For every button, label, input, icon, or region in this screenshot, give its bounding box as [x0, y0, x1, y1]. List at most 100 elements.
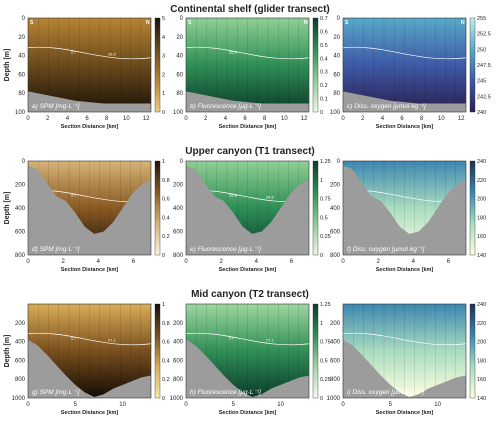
colorbar-tick-label: 240 — [477, 159, 486, 165]
x-tick-label: 2 — [204, 116, 208, 122]
y-tick-label: 80 — [176, 91, 183, 97]
panel-label: h) Fluorescence [µg·L⁻¹] — [190, 389, 261, 396]
contour-label: 27 — [71, 193, 76, 198]
colorbar-tick-label: 0.25 — [320, 377, 331, 383]
corner-label-north: N — [146, 20, 150, 26]
corner-label-south: S — [30, 20, 34, 26]
y-tick-label: 0 — [180, 159, 184, 165]
colorbar — [312, 303, 319, 399]
y-tick-label: 40 — [333, 54, 340, 60]
plot-frame — [27, 17, 152, 113]
colorbar-tick-label: 3 — [162, 54, 165, 60]
row-title-upper-canyon: Upper canyon (T1 transect) — [185, 146, 314, 157]
colorbar-tick-label: 0 — [162, 253, 165, 259]
panel-label: f) Diss. oxygen [µmol·kg⁻¹] — [347, 246, 424, 253]
y-tick-label: 400 — [330, 340, 341, 346]
colorbar-tick-label: 140 — [477, 396, 486, 402]
colorbar-tick-label: 4 — [162, 35, 165, 41]
colorbar-tick-label: 220 — [477, 321, 486, 327]
colorbar-tick-label: 160 — [477, 234, 486, 240]
y-tick-label: 800 — [173, 253, 184, 259]
y-tick-label: 100 — [173, 110, 184, 116]
density-contour — [342, 46, 467, 60]
y-tick-label: 1000 — [12, 396, 26, 402]
y-tick-label: 20 — [176, 35, 183, 41]
bathymetry — [343, 339, 466, 398]
x-tick-label: 6 — [290, 259, 294, 265]
colorbar-tick-label: 0.25 — [320, 234, 331, 240]
y-axis-label: Depth [m] — [4, 49, 11, 82]
colorbar-tick-label: 140 — [477, 253, 486, 259]
density-contour — [342, 332, 467, 346]
x-tick-label: 0 — [341, 402, 345, 408]
colorbar-tick-label: 180 — [477, 215, 486, 221]
y-tick-label: 600 — [15, 230, 26, 236]
y-tick-label: 200 — [173, 183, 184, 189]
x-tick-label: 0 — [184, 402, 188, 408]
y-tick-label: 100 — [15, 110, 26, 116]
colorbar-tick-label: 245 — [477, 79, 486, 85]
colorbar-tick-label: 0.5 — [320, 43, 328, 49]
x-tick-label: 2 — [219, 259, 223, 265]
x-tick-label: 12 — [458, 116, 465, 122]
x-tick-label: 6 — [447, 259, 451, 265]
panel-label: b) Fluorescence [µg·L⁻¹] — [190, 103, 261, 110]
y-tick-label: 20 — [18, 35, 25, 41]
colorbar-tick-label: 0.5 — [320, 358, 328, 364]
row-title-continental-shelf: Continental shelf (glider transect) — [170, 4, 329, 15]
y-tick-label: 400 — [15, 340, 26, 346]
colorbar-tick-label: 0.7 — [320, 16, 328, 22]
colorbar-tick-label: 1.25 — [320, 159, 331, 165]
y-tick-label: 800 — [330, 253, 341, 259]
colorbar-tick-label: 247.5 — [477, 63, 491, 69]
colorbar — [154, 160, 161, 256]
density-contour — [27, 46, 152, 60]
contour-label: 26.8 — [108, 52, 117, 57]
x-tick-label: 6 — [85, 116, 89, 122]
y-tick-label: 40 — [176, 54, 183, 60]
y-tick-label: 0 — [180, 16, 184, 22]
x-tick-label: 4 — [224, 116, 228, 122]
x-tick-label: 4 — [381, 116, 385, 122]
colorbar-tick-label: 1.25 — [320, 302, 331, 308]
bathymetry — [186, 339, 309, 398]
panel-4: 27 0 2 4 6 0 200 400 600 800 Section Distance [km]… — [4, 159, 170, 273]
panel-9: 0 5 10 200 400 600 800 1000 Section Distance [km… — [327, 302, 487, 416]
row-title-mid-canyon: Mid canyon (T2 transect) — [191, 289, 309, 300]
x-tick-label: 12 — [143, 116, 150, 122]
y-tick-label: 600 — [330, 230, 341, 236]
x-tick-label: 10 — [119, 402, 126, 408]
y-tick-label: 600 — [15, 358, 26, 364]
plot-frame — [185, 17, 310, 113]
plot-frame — [185, 160, 310, 256]
x-tick-label: 10 — [434, 402, 441, 408]
colorbar-tick-label: 0.75 — [320, 197, 331, 203]
y-tick-label: 1000 — [170, 396, 184, 402]
x-tick-label: 10 — [123, 116, 130, 122]
panel-2: 26.8 0 2 4 6 8 10 12 0 20 40 60 80 100 Section Distanc… — [173, 16, 328, 130]
colorbar-tick-label: 1 — [320, 178, 323, 184]
x-tick-label: 0 — [26, 402, 30, 408]
colorbar — [154, 17, 161, 113]
x-tick-label: 2 — [376, 259, 380, 265]
x-axis-label: Section Distance [km] — [376, 267, 434, 273]
y-tick-label: 200 — [330, 321, 341, 327]
colorbar-tick-label: 5 — [162, 16, 165, 22]
x-tick-label: 8 — [420, 116, 424, 122]
y-tick-label: 0 — [337, 16, 341, 22]
colorbar-tick-label: 0.8 — [162, 321, 170, 327]
colorbar-tick-label: 0.4 — [162, 215, 170, 221]
contour-label: 27.1 — [266, 338, 275, 343]
density-contour — [185, 332, 310, 346]
contour-label: 27 — [71, 336, 76, 341]
colorbar-tick-label: 0.6 — [162, 197, 170, 203]
colorbar-tick-label: 0 — [320, 396, 323, 402]
colorbar-tick-label: 1 — [320, 321, 323, 327]
colorbar-tick-label: 250 — [477, 47, 486, 53]
y-tick-label: 0 — [22, 159, 26, 165]
contour-label: 27.1 — [108, 338, 117, 343]
x-axis-label: Section Distance [km] — [61, 267, 119, 273]
corner-label-south: S — [188, 20, 192, 26]
